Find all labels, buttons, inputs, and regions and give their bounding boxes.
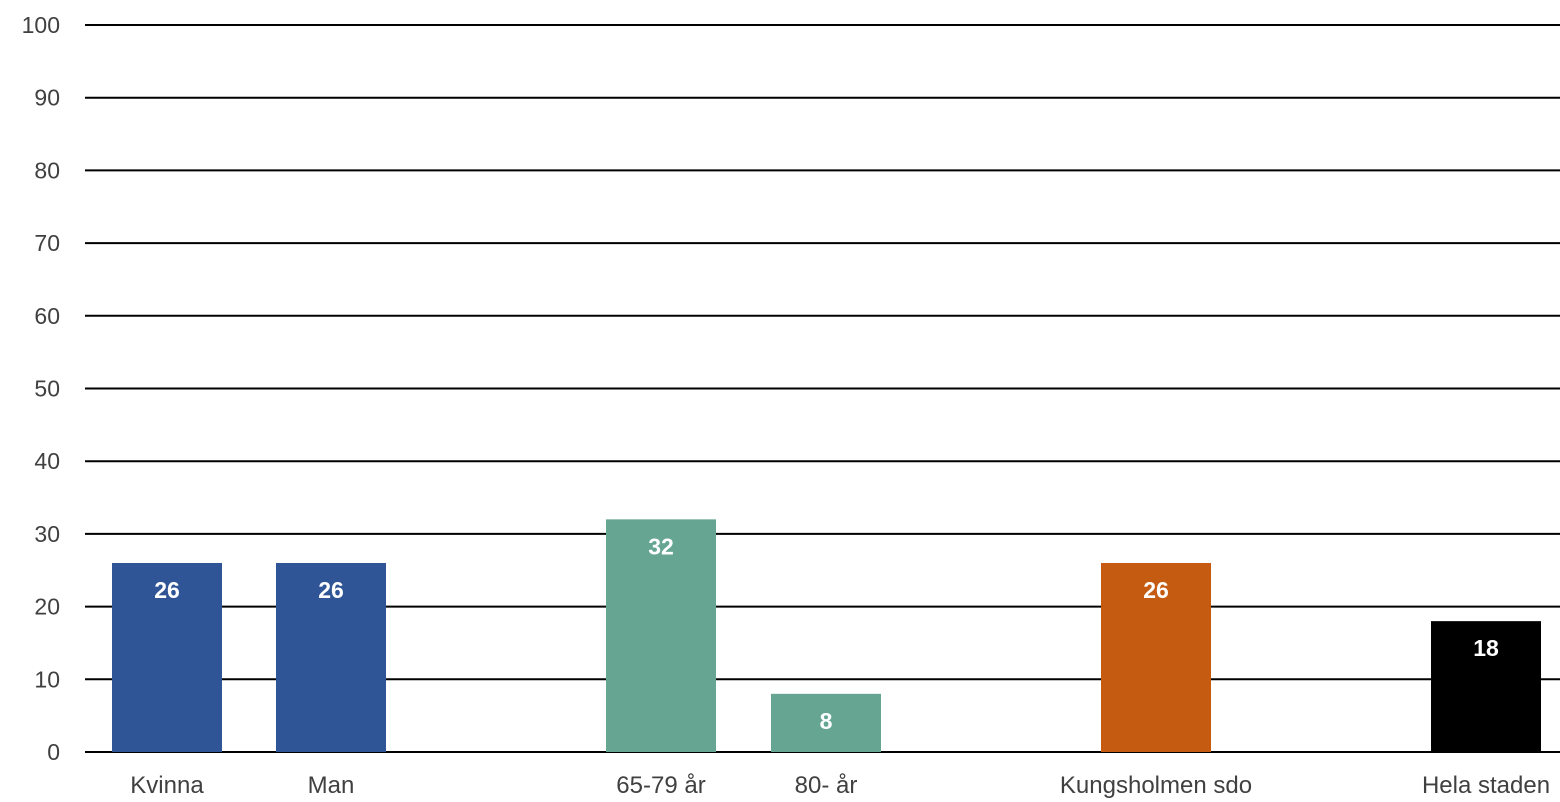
y-tick-label: 70: [34, 230, 60, 256]
data-label: 32: [648, 533, 674, 559]
y-tick-label: 100: [22, 12, 60, 38]
bar-3: [771, 693, 881, 752]
y-tick-label: 20: [34, 594, 60, 620]
data-labels: 26 26 32 8 26 18: [154, 533, 1499, 733]
category-label: 65-79 år: [616, 772, 705, 799]
bars: [112, 519, 1541, 752]
y-tick-label: 80: [34, 157, 60, 183]
data-label: 26: [318, 577, 344, 603]
y-tick-label: 50: [34, 376, 60, 402]
category-label: Hela staden: [1422, 772, 1550, 799]
bar-4: [1101, 562, 1211, 752]
bar-2: [606, 519, 716, 752]
y-tick-label: 30: [34, 521, 60, 547]
y-tick-label: 10: [34, 666, 60, 692]
category-label: Kungsholmen sdo: [1060, 772, 1252, 799]
data-label: 8: [820, 708, 833, 734]
y-tick-label: 0: [47, 739, 60, 765]
data-label: 18: [1473, 635, 1499, 661]
bar-1: [276, 562, 386, 752]
category-label: 80- år: [795, 772, 858, 799]
category-label: Man: [308, 772, 355, 799]
y-tick-label: 40: [34, 448, 60, 474]
y-axis-ticks: 0 10 20 30 40 50 60 70 80 90 100: [22, 12, 60, 765]
category-label: Kvinna: [130, 772, 204, 799]
y-tick-label: 90: [34, 85, 60, 111]
y-tick-label: 60: [34, 303, 60, 329]
x-axis-categories: Kvinna Man 65-79 år 80- år Kungsholmen sdo He…: [130, 772, 1550, 799]
data-label: 26: [154, 577, 180, 603]
bar-5: [1431, 621, 1541, 752]
bar-0: [112, 562, 222, 752]
data-label: 26: [1143, 577, 1169, 603]
